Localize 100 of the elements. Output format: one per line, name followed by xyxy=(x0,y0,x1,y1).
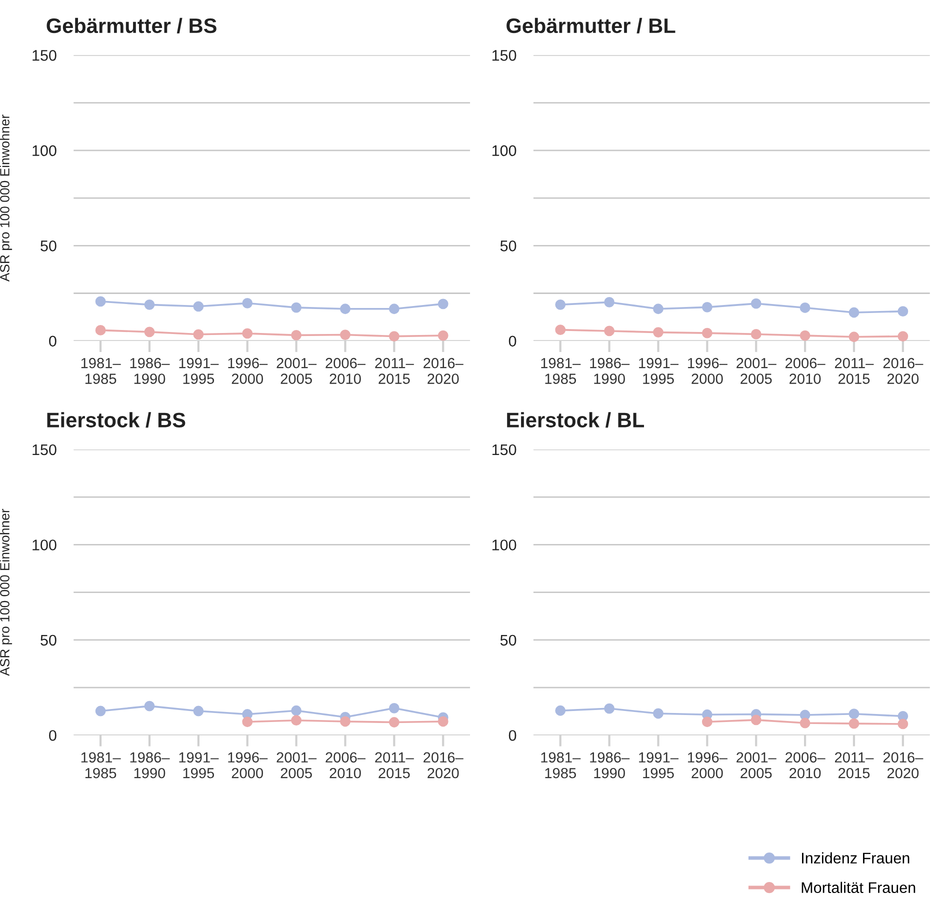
y-tick-label: 50 xyxy=(40,240,56,252)
legend-label: Mortalität Frauen xyxy=(802,882,916,894)
x-tick-label: 2006– 2010 xyxy=(326,752,366,778)
point xyxy=(388,331,400,342)
point xyxy=(800,718,810,728)
x-tick-label: 2011– 2015 xyxy=(375,752,414,778)
point xyxy=(848,718,860,729)
point xyxy=(750,329,762,340)
point xyxy=(438,330,448,341)
x-tick-label: 1996– 2000 xyxy=(688,358,728,384)
point xyxy=(193,329,204,340)
point xyxy=(800,302,810,313)
point xyxy=(898,306,908,317)
point xyxy=(388,702,400,714)
x-tick-label: 2006– 2010 xyxy=(786,358,826,384)
y-tick-label: 150 xyxy=(32,444,56,456)
x-tick-label: 2016– 2020 xyxy=(424,358,464,384)
point xyxy=(340,304,350,314)
point xyxy=(653,327,664,338)
x-tick-label: 1981– 1985 xyxy=(81,358,121,384)
x-tick-label: 2006– 2010 xyxy=(326,358,366,384)
point xyxy=(750,298,762,309)
x-tick-label: 2016– 2020 xyxy=(883,358,924,384)
x-tick-label: 1991– 1995 xyxy=(179,358,219,384)
point xyxy=(555,299,566,310)
x-tick-label: 2011– 2015 xyxy=(375,358,414,384)
x-tick-label: 1986– 1990 xyxy=(590,752,630,778)
point xyxy=(702,328,712,338)
point xyxy=(144,299,155,310)
y-axis-title: ASR pro 100 000 Einwohner xyxy=(0,508,12,676)
chart-title: Eierstock / BL xyxy=(507,412,644,428)
point xyxy=(848,708,860,720)
x-tick-label: 2006– 2010 xyxy=(786,752,826,778)
y-tick-label: 150 xyxy=(492,50,516,61)
point xyxy=(438,298,448,310)
y-tick-label: 150 xyxy=(32,50,56,61)
y-tick-label: 0 xyxy=(508,730,516,741)
point xyxy=(604,297,615,308)
point xyxy=(898,718,908,730)
x-tick-label: 1996– 2000 xyxy=(228,752,268,778)
point xyxy=(242,328,253,339)
point xyxy=(291,705,302,716)
point xyxy=(95,296,106,307)
x-tick-label: 2016– 2020 xyxy=(883,752,924,778)
point xyxy=(604,703,615,714)
point xyxy=(898,331,908,342)
point xyxy=(242,716,253,728)
x-tick-label: 1986– 1990 xyxy=(130,358,170,384)
x-tick-label: 2011– 2015 xyxy=(834,358,874,384)
point xyxy=(702,716,712,728)
point xyxy=(291,330,302,340)
y-tick-label: 100 xyxy=(32,145,56,156)
point xyxy=(848,307,860,318)
x-tick-label: 2001– 2005 xyxy=(276,358,317,384)
x-tick-label: 1991– 1995 xyxy=(639,358,679,384)
point xyxy=(388,717,400,728)
point xyxy=(95,325,106,336)
point xyxy=(555,705,566,716)
point xyxy=(388,304,400,314)
x-tick-label: 1991– 1995 xyxy=(639,752,679,778)
point xyxy=(193,301,204,312)
y-tick-label: 0 xyxy=(49,730,56,741)
x-tick-label: 2016– 2020 xyxy=(424,752,464,778)
x-tick-label: 1981– 1985 xyxy=(541,358,581,384)
point xyxy=(750,714,762,726)
point xyxy=(95,706,106,716)
point xyxy=(340,330,350,340)
point xyxy=(193,706,204,716)
point xyxy=(702,302,712,312)
x-tick-label: 1986– 1990 xyxy=(130,752,170,778)
x-tick-label: 2001– 2005 xyxy=(736,358,776,384)
y-tick-label: 0 xyxy=(49,336,56,347)
y-tick-label: 100 xyxy=(492,540,516,550)
y-tick-label: 50 xyxy=(40,634,56,646)
y-axis-title: ASR pro 100 000 Einwohner xyxy=(0,114,12,282)
point xyxy=(144,326,155,338)
point xyxy=(144,700,155,712)
point xyxy=(653,708,664,719)
x-tick-label: 1996– 2000 xyxy=(228,358,268,384)
point xyxy=(340,716,350,727)
legend-label: Inzidenz Frauen xyxy=(802,852,910,864)
point xyxy=(242,298,253,308)
x-tick-label: 1986– 1990 xyxy=(590,358,630,384)
x-tick-label: 1996– 2000 xyxy=(688,752,728,778)
point xyxy=(604,326,615,336)
point xyxy=(800,330,810,341)
point xyxy=(291,715,302,726)
point xyxy=(555,324,566,336)
point xyxy=(291,302,302,313)
y-tick-label: 100 xyxy=(32,540,56,550)
x-tick-label: 2001– 2005 xyxy=(736,752,776,778)
x-tick-label: 1981– 1985 xyxy=(541,752,581,778)
x-tick-label: 1991– 1995 xyxy=(179,752,219,778)
point xyxy=(438,716,448,727)
point xyxy=(848,332,860,342)
y-tick-label: 100 xyxy=(492,145,516,156)
chart-title: Gebärmutter / BS xyxy=(46,18,216,34)
chart-title: Eierstock / BS xyxy=(47,412,186,428)
y-tick-label: 150 xyxy=(492,444,516,456)
y-tick-label: 50 xyxy=(500,240,516,252)
